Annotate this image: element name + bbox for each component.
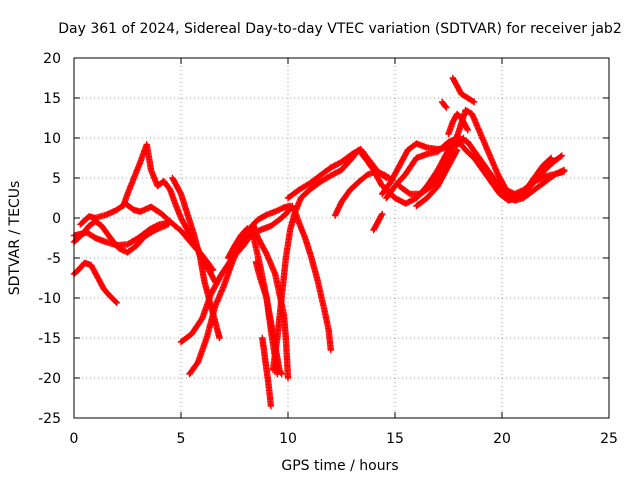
series-arc-24: [438, 98, 450, 111]
data-point: [327, 346, 334, 354]
data-point: [443, 104, 450, 111]
data-point: [558, 152, 566, 159]
data-point: [548, 154, 555, 162]
series-arc-11: [259, 334, 275, 410]
series-arc-22: [445, 110, 471, 138]
y-tick-label: -25: [38, 411, 61, 427]
data-point: [278, 370, 285, 378]
data-point: [113, 299, 120, 306]
y-tick-label: -15: [38, 331, 61, 347]
data-point: [463, 125, 471, 132]
x-tick-label: 20: [493, 431, 511, 447]
data-point: [442, 103, 449, 110]
y-tick-label: 20: [43, 51, 61, 67]
data-point: [378, 212, 385, 219]
y-tick-label: -20: [38, 371, 61, 387]
data-point: [379, 210, 386, 218]
data-point: [267, 402, 275, 410]
data-point: [464, 126, 471, 134]
data-point: [120, 247, 127, 254]
data-point: [453, 148, 460, 155]
data-point: [557, 153, 564, 160]
x-tick-label: 0: [70, 431, 79, 447]
series-arc-14: [284, 146, 390, 202]
data-point: [216, 334, 223, 342]
y-tick-label: -5: [47, 251, 61, 267]
data-point: [112, 298, 119, 305]
x-axis-label: GPS time / hours: [281, 458, 398, 474]
y-tick-label: 10: [43, 131, 61, 147]
series-arc-25: [503, 168, 568, 198]
series-arc-21: [413, 146, 461, 210]
x-tick-label: 25: [600, 431, 618, 447]
x-tick-label: 15: [386, 431, 404, 447]
data-point: [284, 374, 292, 382]
y-tick-label: -10: [38, 291, 61, 307]
x-tick-labels: 0 5 10 15 20 25: [70, 431, 618, 447]
x-tick-label: 10: [279, 431, 297, 447]
data-point: [469, 98, 477, 105]
data-point: [560, 168, 568, 175]
y-tick-label: 5: [52, 171, 61, 187]
y-tick-label: 0: [52, 211, 61, 227]
series-arc-16: [370, 210, 386, 234]
series-arc-12: [248, 202, 334, 354]
x-tick-label: 5: [177, 431, 186, 447]
data-point: [546, 155, 554, 163]
y-tick-label: 15: [43, 91, 61, 107]
data-point: [453, 146, 461, 154]
y-tick-labels: -25 -20 -15 -10 -5 0 5 10 15 20: [38, 51, 61, 427]
chart-title: Day 361 of 2024, Sidereal Day-to-day VTE…: [58, 21, 621, 37]
data-point: [378, 181, 385, 188]
y-axis-label: SDTVAR / TECUs: [7, 181, 23, 296]
series-arc-8: [186, 222, 292, 382]
series-layer: [70, 74, 568, 410]
series-arc-3: [70, 218, 172, 256]
data-point: [471, 98, 478, 106]
tick-marks: [73, 57, 610, 419]
series-arc-23: [449, 74, 478, 106]
plot-frame: [73, 57, 610, 419]
